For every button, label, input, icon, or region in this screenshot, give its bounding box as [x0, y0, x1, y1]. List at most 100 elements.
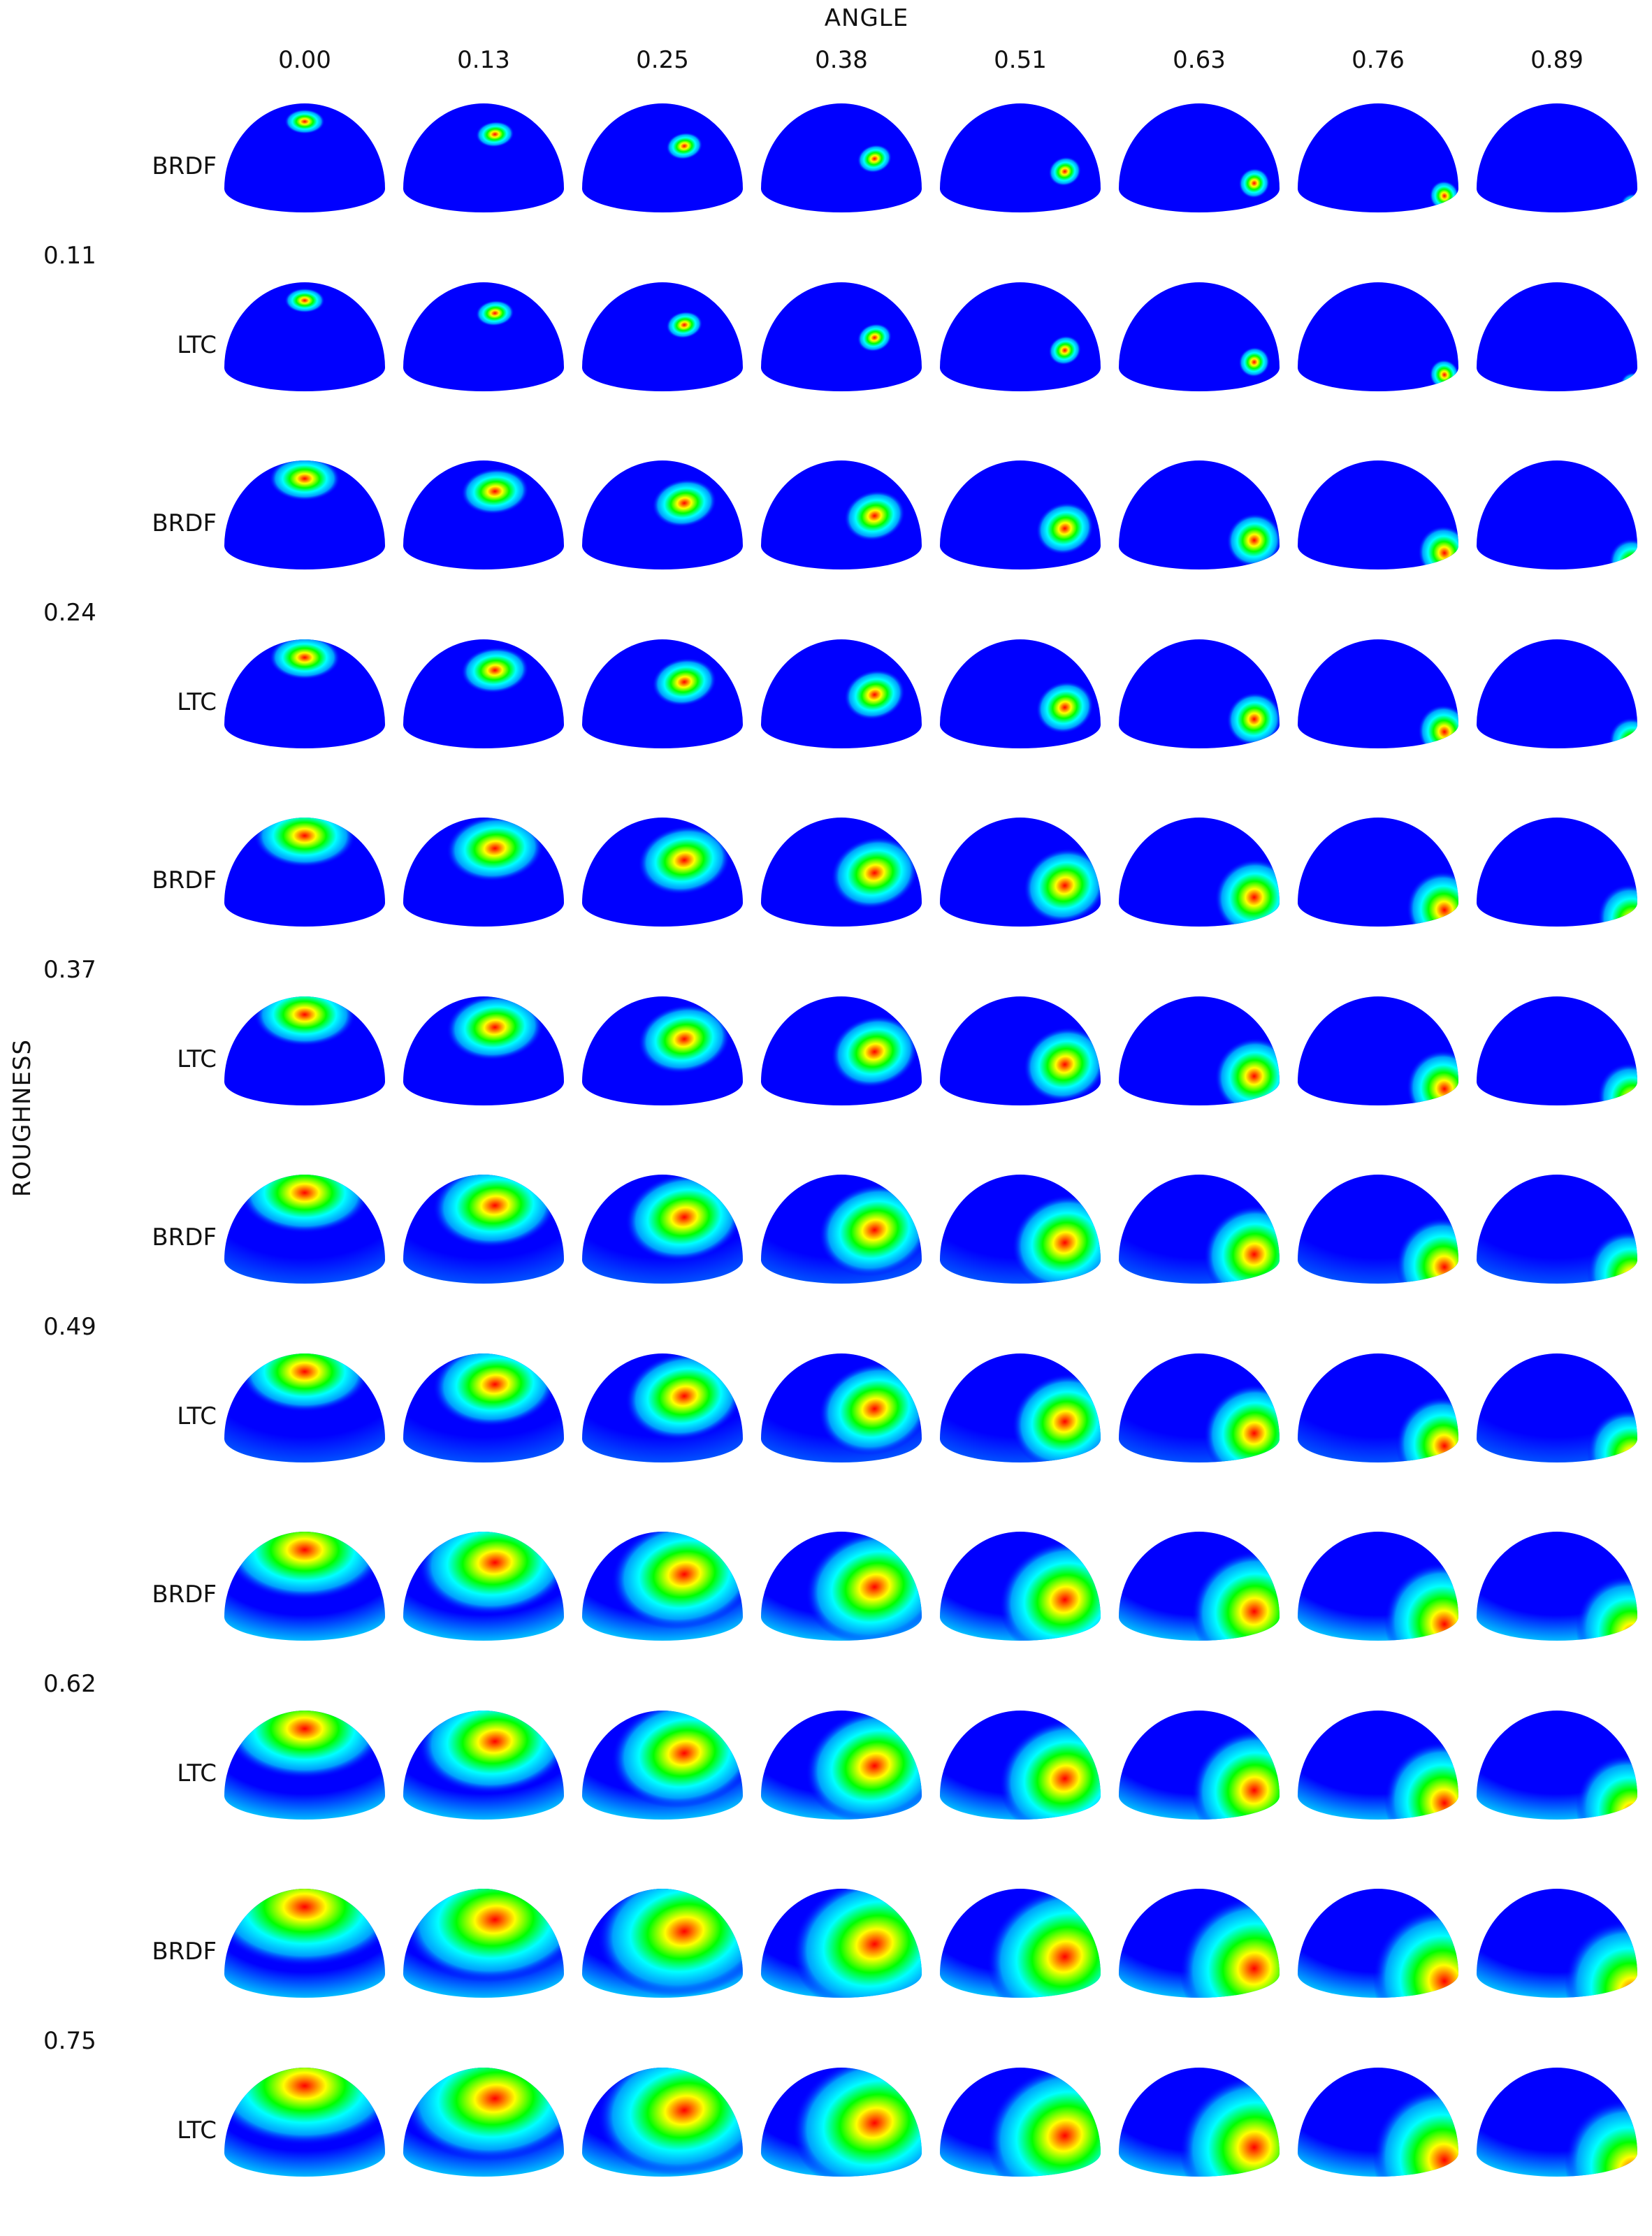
lobe-cell: [400, 1704, 567, 1843]
lobe-cell: [579, 275, 746, 415]
lobe-cell: [579, 2061, 746, 2200]
lobe-cell: [936, 1346, 1104, 1486]
lobe-cell: [1294, 2061, 1462, 2200]
lobe-cell: [221, 453, 389, 593]
specular-lobe: [224, 1889, 385, 1967]
lobe-cell: [758, 1704, 925, 1843]
hemisphere-plot: [940, 1532, 1101, 1641]
lobe-cell: [579, 1882, 746, 2021]
lobe-cell: [936, 1882, 1104, 2021]
specular-lobe: [818, 1184, 922, 1277]
hemisphere: [761, 103, 922, 212]
hemisphere-plot: [940, 2067, 1101, 2177]
specular-lobe: [843, 491, 906, 542]
hemisphere: [940, 103, 1101, 212]
lobe-cell: [1294, 989, 1462, 1129]
lobe-cell: [758, 1168, 925, 1307]
lobe-cell: [221, 989, 389, 1129]
hemisphere: [940, 282, 1101, 391]
lobe-cell: [221, 1168, 389, 1307]
lobe-cell: [400, 1346, 567, 1486]
specular-lobe: [1048, 157, 1081, 187]
row-label-ltc-0.24: LTC: [177, 688, 217, 716]
specular-lobe: [461, 646, 529, 693]
row-label-brdf-0.62: BRDF: [152, 1581, 217, 1609]
hemisphere: [224, 103, 385, 212]
angle-header: 0.00 0.13 0.25 0.38 0.51 0.63 0.76 0.89: [0, 46, 1652, 81]
row-label-brdf-0.11: BRDF: [152, 152, 217, 180]
lobe-cell: [1473, 1168, 1641, 1307]
lobe-cell: [1294, 1704, 1462, 1843]
specular-lobe: [446, 818, 544, 882]
specular-lobe: [269, 460, 340, 501]
lobe-cell: [579, 1525, 746, 1664]
lobe-cell: [1115, 1882, 1283, 2021]
hemisphere-plot: [224, 1532, 385, 1641]
lobe-cell: [1473, 1882, 1641, 2021]
hemisphere-plot: [761, 1175, 922, 1284]
hemisphere-plot: [1119, 1889, 1280, 1998]
hemisphere-plot: [1298, 996, 1458, 1105]
hemisphere-plot: [403, 460, 564, 569]
specular-lobe: [1384, 1741, 1458, 1820]
lobe-cell: [1294, 811, 1462, 950]
specular-lobe: [1396, 1395, 1458, 1462]
lobe-cell: [1115, 96, 1283, 236]
lobe-cell: [936, 632, 1104, 772]
specular-lobe: [638, 825, 731, 895]
lobe-cell: [221, 811, 389, 950]
hemisphere: [1477, 639, 1637, 748]
hemisphere: [1298, 282, 1458, 391]
hemisphere: [1477, 996, 1637, 1105]
hemisphere-plot: [224, 1353, 385, 1462]
lobe-cell: [400, 1168, 567, 1307]
hemisphere-plot: [224, 639, 385, 748]
specular-lobe: [831, 1015, 918, 1088]
lobe-cell: [758, 453, 925, 593]
lobe-cell: [1294, 96, 1462, 236]
hemisphere: [1298, 639, 1458, 748]
hemisphere-plot: [1477, 639, 1637, 748]
hemisphere-plot: [1298, 282, 1458, 391]
roughness-label-0.11: 0.11: [43, 241, 96, 270]
hemisphere: [1477, 282, 1637, 391]
lobe-cell: [1294, 1168, 1462, 1307]
hemisphere-plot: [582, 1532, 743, 1641]
row-label-brdf-0.75: BRDF: [152, 1938, 217, 1966]
lobe-cell: [758, 275, 925, 415]
lobe-cell: [936, 2061, 1104, 2200]
hemisphere: [403, 282, 564, 391]
specular-lobe: [625, 1353, 743, 1440]
lobe-cell: [1473, 453, 1641, 593]
specular-lobe: [1372, 2086, 1458, 2177]
specular-lobe: [652, 658, 717, 706]
row-label-brdf-0.24: BRDF: [152, 509, 217, 537]
specular-lobe: [1372, 1908, 1458, 1998]
lobe-cell: [1115, 811, 1283, 950]
lobe-cell: [1294, 632, 1462, 772]
lobe-cell: [758, 989, 925, 1129]
specular-lobe: [1406, 871, 1458, 927]
specular-lobe: [224, 2067, 385, 2145]
specular-lobe: [831, 836, 918, 909]
specular-lobe: [224, 1532, 385, 1600]
lobe-cell: [221, 632, 389, 772]
specular-lobe: [284, 287, 325, 313]
lobe-cell: [758, 1882, 925, 2021]
lobe-cell: [579, 453, 746, 593]
hemisphere-plot: [403, 1889, 564, 1998]
specular-lobe: [1023, 1026, 1101, 1102]
specular-lobe: [1396, 1217, 1458, 1284]
specular-lobe: [1406, 1050, 1458, 1105]
specular-lobe: [652, 479, 717, 528]
lobe-cell: [400, 811, 567, 950]
lobe-cell: [400, 632, 567, 772]
specular-lobe: [403, 2067, 564, 2161]
hemisphere-plot: [940, 1175, 1101, 1284]
specular-lobe: [987, 2067, 1101, 2177]
lobe-cell: [1473, 1704, 1641, 1843]
hemisphere: [761, 282, 922, 391]
lobe-cell: [400, 275, 567, 415]
specular-lobe: [269, 639, 340, 679]
